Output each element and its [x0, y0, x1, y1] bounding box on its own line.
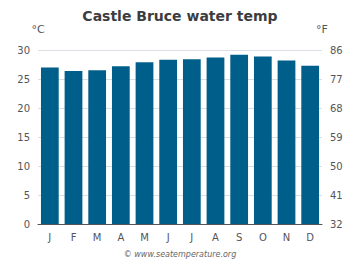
svg-text:30: 30 [17, 45, 30, 56]
svg-text:20: 20 [17, 103, 30, 114]
svg-text:77: 77 [330, 74, 343, 85]
svg-text:°C: °C [31, 23, 45, 36]
svg-text:J: J [166, 232, 170, 243]
svg-text:A: A [117, 232, 124, 243]
svg-text:50: 50 [330, 161, 343, 172]
svg-text:41: 41 [330, 190, 343, 201]
svg-text:Castle Bruce water temp: Castle Bruce water temp [82, 8, 277, 24]
svg-text:O: O [259, 232, 267, 243]
svg-text:°F: °F [316, 23, 328, 36]
svg-text:5: 5 [24, 190, 30, 201]
svg-text:68: 68 [330, 103, 343, 114]
svg-text:10: 10 [17, 161, 30, 172]
svg-text:86: 86 [330, 45, 343, 56]
svg-text:F: F [71, 232, 77, 243]
svg-text:J: J [47, 232, 51, 243]
svg-text:32: 32 [330, 219, 343, 230]
svg-text:15: 15 [17, 132, 30, 143]
svg-text:A: A [212, 232, 219, 243]
svg-text:S: S [236, 232, 242, 243]
svg-text:N: N [283, 232, 290, 243]
svg-text:25: 25 [17, 74, 30, 85]
svg-text:© www.seatemperature.org: © www.seatemperature.org [124, 250, 236, 259]
svg-text:J: J [189, 232, 193, 243]
svg-text:M: M [140, 232, 149, 243]
svg-text:M: M [93, 232, 102, 243]
svg-text:59: 59 [330, 132, 343, 143]
svg-text:D: D [306, 232, 314, 243]
svg-text:0: 0 [24, 219, 30, 230]
